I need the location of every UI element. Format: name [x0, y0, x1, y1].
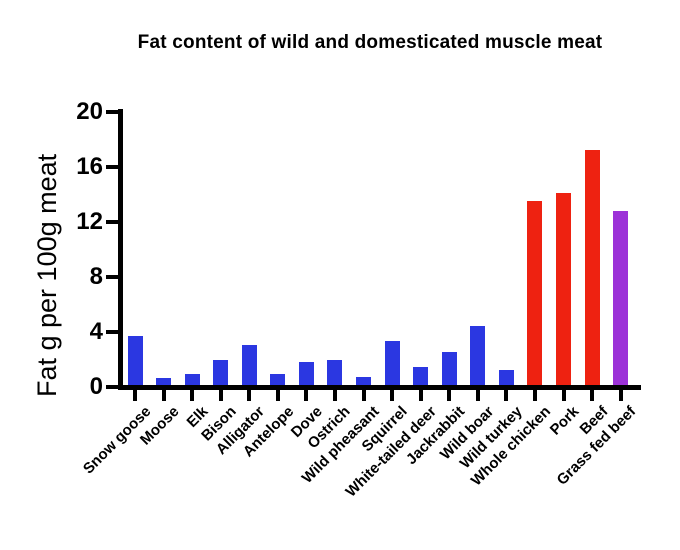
y-tick-mark [106, 384, 119, 389]
bar-moose [156, 378, 172, 385]
x-tick-mark [418, 389, 423, 401]
x-tick-mark [247, 389, 252, 401]
x-tick-mark [504, 389, 509, 401]
x-tick-mark [304, 389, 309, 401]
x-tick-mark [361, 389, 366, 401]
y-axis [118, 109, 123, 390]
x-tick-mark [275, 389, 280, 401]
x-tick-mark [532, 389, 537, 401]
x-tick-mark [190, 389, 195, 401]
x-tick-mark [161, 389, 166, 401]
y-tick-mark [106, 274, 119, 279]
x-tick-mark [447, 389, 452, 401]
x-tick-mark [618, 389, 623, 401]
x-tick-mark [590, 389, 595, 401]
x-tick-mark [390, 389, 395, 401]
chart-title: Fat content of wild and domesticated mus… [137, 32, 603, 53]
bar-wild-pheasant [356, 376, 372, 385]
bar-antelope [270, 374, 286, 385]
bar-jackrabbit [441, 352, 457, 385]
bar-white-tailed-deer [413, 367, 429, 385]
y-tick-mark [106, 219, 119, 224]
bar-grass-fed-beef [613, 210, 629, 385]
bar-elk [184, 374, 200, 385]
bar-ostrich [327, 360, 343, 385]
x-tick-mark [561, 389, 566, 401]
bar-wild-boar [470, 325, 486, 385]
y-tick-label: 12 [76, 207, 103, 235]
y-tick-mark [106, 164, 119, 169]
bar-bison [213, 360, 229, 385]
bar-beef [584, 150, 600, 385]
y-tick-mark [106, 329, 119, 334]
bar-dove [298, 361, 314, 385]
x-tick-mark [332, 389, 337, 401]
x-tick-mark [133, 389, 137, 401]
y-tick-label: 4 [89, 317, 103, 345]
x-tick-mark [218, 389, 223, 401]
bar-squirrel [384, 341, 400, 385]
bar-snow-goose [127, 335, 143, 385]
y-tick-label: 20 [76, 97, 103, 125]
x-tick-mark [475, 389, 480, 401]
bar-pork [556, 192, 572, 385]
x-axis [118, 385, 641, 390]
bar-whole-chicken [527, 200, 543, 385]
bar-alligator [241, 345, 257, 385]
y-tick-label: 16 [76, 152, 103, 180]
y-tick-label: 8 [89, 262, 103, 290]
y-tick-label: 0 [89, 372, 103, 400]
bar-wild-turkey [498, 369, 514, 385]
x-category-label: Pork [546, 403, 583, 439]
y-tick-mark [106, 109, 119, 114]
